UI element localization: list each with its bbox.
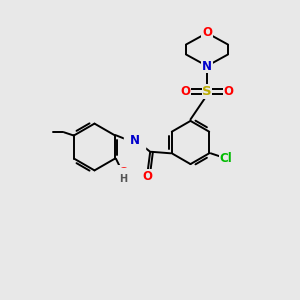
Text: N: N [202,59,212,73]
Text: O: O [180,85,190,98]
Text: S: S [202,85,212,98]
Text: O: O [224,85,234,98]
Text: N: N [130,134,140,147]
Text: H: H [119,174,127,184]
Text: O: O [118,166,128,179]
Text: Cl: Cl [219,152,232,165]
Text: O: O [202,26,212,40]
Text: O: O [143,170,153,183]
Text: H: H [133,130,141,140]
